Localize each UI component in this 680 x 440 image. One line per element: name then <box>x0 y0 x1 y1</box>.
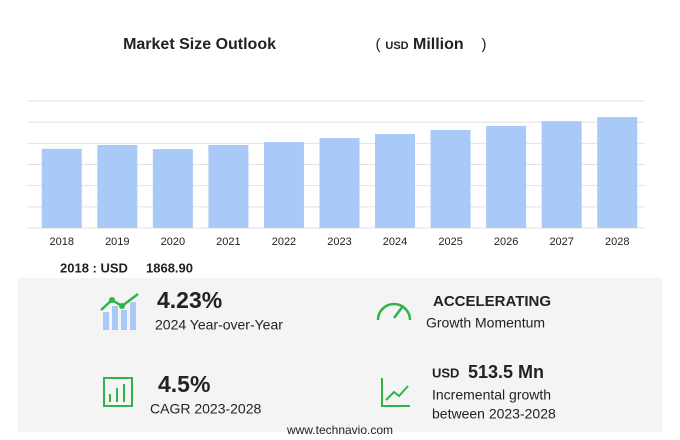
unit-open: ( <box>376 36 381 53</box>
stat-value: ACCELERATING <box>433 293 551 310</box>
footer: www.technavio.com <box>286 423 393 437</box>
base-label: 2018 : USD <box>60 260 128 275</box>
x-tick-label: 2022 <box>272 236 296 248</box>
chart-title: Market Size Outlook <box>123 36 276 53</box>
bar <box>41 148 82 228</box>
base-value: 1868.90 <box>146 260 193 275</box>
unit-close: ) <box>482 36 487 53</box>
x-tick-label: 2023 <box>327 236 351 248</box>
stat-caption: CAGR 2023-2028 <box>150 401 262 417</box>
stat-value: 4.5% <box>158 371 210 397</box>
stat-caption: between 2023-2028 <box>432 406 556 422</box>
x-tick-label: 2019 <box>105 236 129 248</box>
bar <box>319 138 360 228</box>
x-tick-label: 2024 <box>383 236 407 248</box>
unit-currency: USD <box>385 40 408 52</box>
stat-caption: 2024 Year-over-Year <box>155 317 283 333</box>
x-tick-label: 2028 <box>605 236 629 248</box>
unit-name: Million <box>413 36 464 53</box>
stat-caption: Growth Momentum <box>426 315 545 331</box>
x-tick-label: 2021 <box>216 236 240 248</box>
bar <box>486 125 527 228</box>
bar <box>97 145 138 228</box>
momentum-icon <box>376 302 412 321</box>
x-tick-label: 2027 <box>549 236 573 248</box>
stat-caption: Incremental growth <box>432 387 551 403</box>
stat-currency: USD <box>432 365 459 380</box>
cagr-icon <box>103 377 133 407</box>
bar <box>597 117 638 228</box>
bar <box>430 129 471 228</box>
x-tick-label: 2026 <box>494 236 518 248</box>
stat-value: 4.23% <box>157 287 222 313</box>
bar <box>152 149 193 228</box>
x-tick-label: 2020 <box>161 236 185 248</box>
bar <box>263 142 304 228</box>
bar <box>375 134 416 228</box>
x-tick-label: 2018 <box>50 236 74 248</box>
stat-value: 513.5 Mn <box>468 362 544 382</box>
incremental-icon <box>381 378 410 407</box>
bar <box>541 121 582 228</box>
x-tick-label: 2025 <box>438 236 462 248</box>
yoy-icon <box>100 293 139 330</box>
bar <box>208 145 249 228</box>
